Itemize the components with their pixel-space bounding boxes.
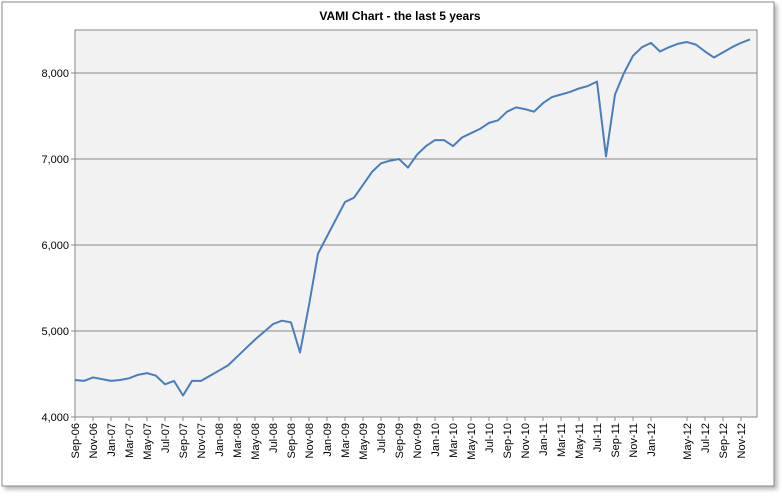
x-tick-label: Jan-07 (106, 423, 118, 457)
x-tick-label: Jan-11 (538, 423, 550, 456)
x-tick-label: Nov-07 (196, 423, 208, 458)
series-line (74, 38, 751, 397)
x-tick-label: Nov-08 (304, 423, 316, 458)
y-tick-label: 8,000 (41, 68, 69, 80)
x-tick-label: Jan-09 (322, 423, 334, 457)
x-tick-label: Nov-12 (736, 423, 748, 458)
x-tick-label: Jan-10 (430, 423, 442, 457)
x-tick-label: Jul-07 (160, 423, 172, 453)
x-tick-label: Mar-07 (124, 423, 136, 458)
x-tick-label: Sep-09 (394, 423, 406, 458)
x-tick-label: Jul-08 (268, 423, 280, 453)
x-tick-label: Sep-12 (718, 423, 730, 458)
y-tick-label: 6,000 (41, 240, 69, 252)
x-tick-label: May-08 (250, 423, 262, 460)
x-tick-label: Mar-10 (448, 423, 460, 458)
x-tick-label: Nov-10 (520, 423, 532, 458)
x-tick-label: Nov-11 (628, 423, 640, 458)
x-tick-label: Sep-10 (502, 423, 514, 458)
x-tick-label: Sep-07 (178, 423, 190, 458)
x-tick-label: Jul-11 (592, 423, 604, 452)
y-tick-label: 7,000 (41, 154, 69, 166)
x-tick-label: Sep-11 (610, 423, 622, 458)
plot-area (74, 29, 758, 418)
x-tick-label: Jul-10 (484, 423, 496, 453)
x-tick-label: Jan-08 (214, 423, 226, 457)
x-tick-label: Mar-08 (232, 423, 244, 458)
y-tick-label: 4,000 (41, 412, 69, 424)
x-tick-label: Jan-12 (646, 423, 658, 457)
x-tick-label: Jul-12 (700, 423, 712, 453)
x-tick-label: Mar-11 (556, 423, 568, 457)
x-tick-label: May-09 (358, 423, 370, 460)
y-tick-label: 5,000 (41, 326, 69, 338)
x-tick-label: May-12 (682, 423, 694, 460)
x-tick-label: Mar-09 (340, 423, 352, 458)
x-tick-label: Nov-09 (412, 423, 424, 458)
x-tick-label: May-11 (574, 423, 586, 459)
x-tick-label: May-07 (142, 423, 154, 460)
x-tick-label: Sep-06 (70, 423, 82, 458)
chart-title: VAMI Chart - the last 5 years (319, 9, 480, 23)
x-tick-label: Sep-08 (286, 423, 298, 458)
x-tick-label: Jul-09 (376, 423, 388, 453)
x-tick-label: May-10 (466, 423, 478, 460)
x-tick-label: Nov-06 (88, 423, 100, 458)
